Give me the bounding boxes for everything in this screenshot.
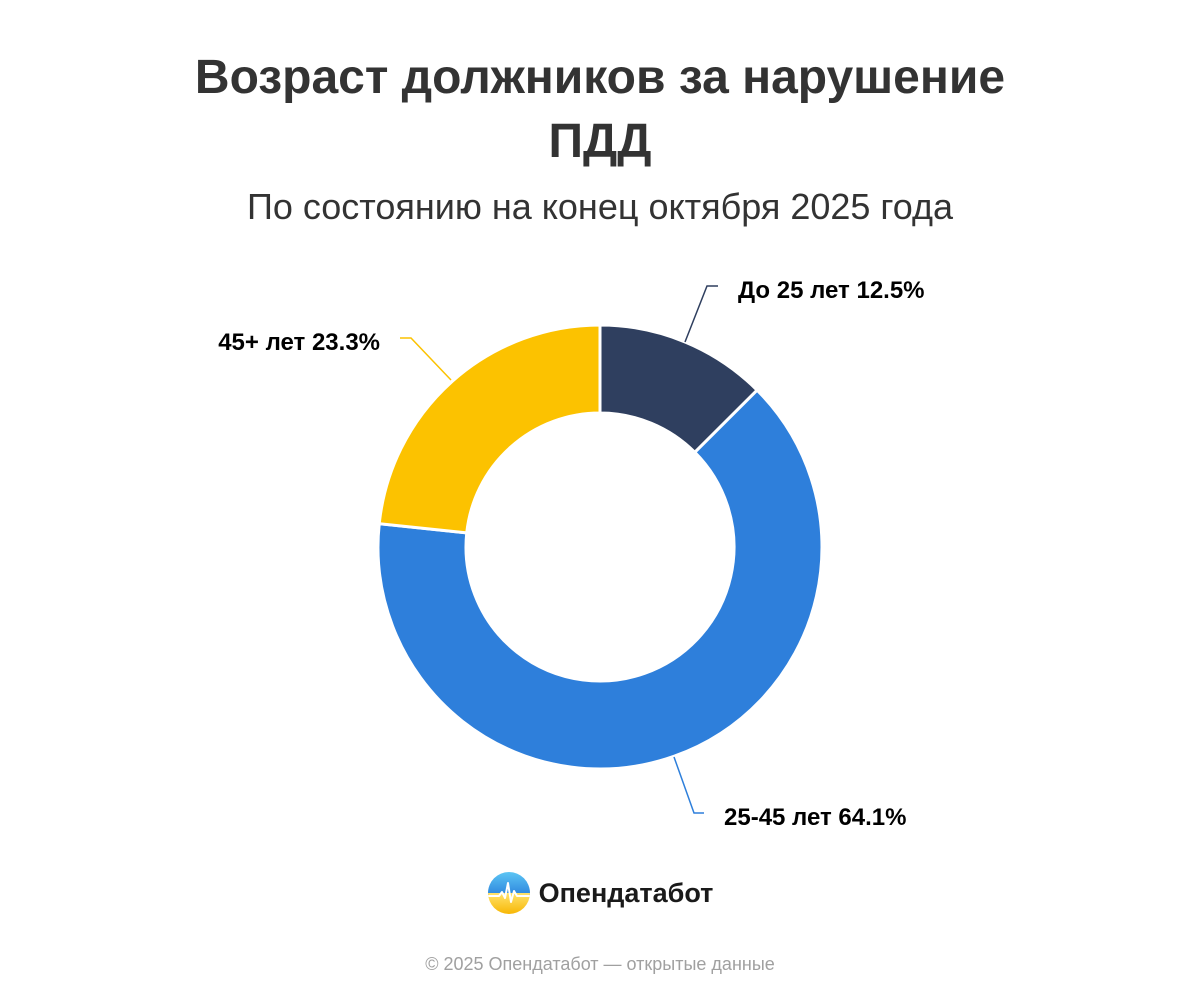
leader-lines — [400, 285, 718, 814]
footer-copyright: © 2025 Опендатабот — открытые данные — [425, 954, 775, 974]
slice-label-under-25: До 25 лет 12.5% — [738, 277, 925, 304]
brand-logo: Опендатабот — [0, 868, 1200, 918]
slice-label-25-45: 25-45 лет 64.1% — [724, 804, 906, 831]
opendatabot-logo-icon — [487, 872, 530, 914]
leader-line — [673, 756, 704, 814]
slice-25-45 — [376, 388, 824, 771]
chart-subtitle: По состоянию на конец октября 2025 года — [246, 186, 954, 227]
leader-line — [684, 285, 718, 343]
donut-slices — [376, 323, 824, 771]
slice-labels: До 25 лет 12.5% 25-45 лет 64.1% 45+ лет 23… — [218, 277, 924, 831]
slice-label-45-plus: 45+ лет 23.3% — [218, 329, 380, 356]
slice-45-plus — [377, 323, 602, 535]
chart-title: Возраст должников за нарушение ПДД — [194, 51, 1006, 168]
leader-line — [400, 337, 452, 381]
logo-text: Опендатабот — [538, 877, 714, 908]
